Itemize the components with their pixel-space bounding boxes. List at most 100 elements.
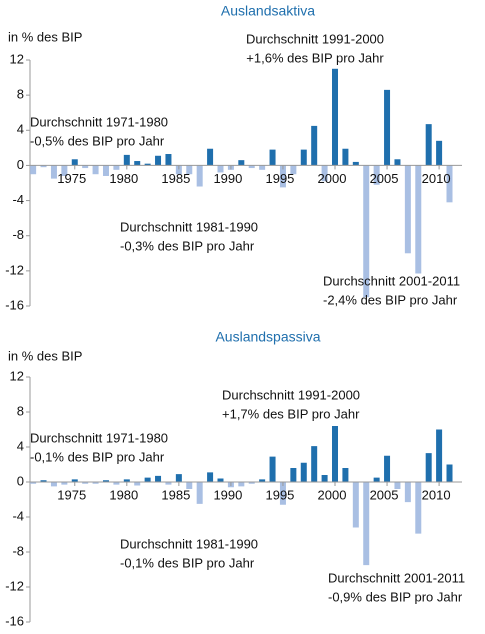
bar — [446, 165, 453, 203]
bar — [123, 479, 130, 482]
annotation: -0,3% des BIP pro Jahr — [120, 238, 255, 253]
bar — [207, 148, 214, 166]
x-tick-label: 1975 — [57, 487, 86, 502]
bar — [321, 165, 328, 182]
bar — [155, 475, 162, 482]
y-axis-label: in % des BIP — [8, 29, 82, 44]
annotation: Durchschnitt 1971-1980 — [30, 430, 168, 445]
annotation: +1,6% des BIP pro Jahr — [246, 50, 384, 65]
annotation: -2,4% des BIP pro Jahr — [323, 292, 458, 307]
bar — [186, 165, 193, 175]
bar — [175, 474, 182, 482]
bar — [186, 482, 193, 489]
x-tick-label: 1985 — [161, 171, 190, 186]
annotation: Durchschnitt 1981-1990 — [120, 219, 258, 234]
bar — [134, 482, 141, 486]
y-tick-label: 12 — [10, 368, 24, 383]
bar — [332, 68, 339, 166]
annotation: -0,1% des BIP pro Jahr — [120, 555, 255, 570]
bar — [82, 482, 89, 484]
bar — [165, 482, 172, 485]
bar — [102, 165, 109, 176]
chart-title: Auslandsaktiva — [221, 3, 315, 19]
bar — [238, 160, 245, 166]
x-tick-label: 2000 — [318, 171, 347, 186]
x-tick-label: 1990 — [213, 487, 242, 502]
annotation: Durchschnitt 1991-2000 — [222, 387, 360, 402]
bar — [92, 165, 99, 175]
y-tick-label: 0 — [17, 157, 24, 172]
y-tick-label: 8 — [17, 403, 24, 418]
bar — [40, 480, 47, 482]
bar — [259, 165, 266, 170]
annotation: Durchschnitt 2001-2011 — [323, 273, 460, 288]
bar — [436, 140, 443, 166]
bar — [373, 477, 380, 482]
bar — [196, 482, 203, 504]
bar — [50, 165, 57, 179]
bar — [394, 159, 401, 166]
bar — [300, 149, 307, 166]
y-tick-label: -4 — [12, 192, 24, 207]
bar — [290, 468, 297, 482]
bar — [384, 455, 391, 482]
bar — [165, 154, 172, 166]
bar — [175, 165, 182, 175]
y-tick-label: -16 — [5, 297, 24, 312]
bar — [300, 462, 307, 482]
bar — [290, 165, 297, 175]
bar — [155, 155, 162, 166]
bar — [269, 456, 276, 482]
bar — [446, 464, 453, 482]
bar — [311, 446, 318, 482]
y-tick-label: 0 — [17, 473, 24, 488]
x-tick-label: 1995 — [265, 487, 294, 502]
x-tick-label: 1980 — [109, 171, 138, 186]
bar — [92, 482, 99, 484]
x-tick-label: 1995 — [265, 171, 294, 186]
x-tick-label: 1980 — [109, 487, 138, 502]
bar — [61, 482, 68, 485]
bar — [342, 148, 349, 166]
bar — [30, 165, 37, 175]
bar — [217, 165, 224, 173]
bar — [404, 165, 411, 254]
x-tick-label: 2005 — [370, 171, 399, 186]
annotation: -0,1% des BIP pro Jahr — [30, 449, 165, 464]
bar — [71, 479, 78, 482]
annotation: -0,9% des BIP pro Jahr — [328, 589, 463, 604]
y-tick-label: -8 — [12, 543, 24, 558]
bar — [123, 154, 130, 166]
bar — [311, 125, 318, 166]
annotation: +1,7% des BIP pro Jahr — [222, 406, 360, 421]
chart-title: Auslandspassiva — [215, 329, 320, 345]
bar — [279, 482, 286, 505]
bar — [352, 161, 359, 166]
bar — [50, 482, 57, 487]
x-tick-label: 2000 — [318, 487, 347, 502]
y-tick-label: -16 — [5, 613, 24, 628]
bar — [134, 161, 141, 166]
bar — [238, 482, 245, 487]
bar — [144, 163, 151, 166]
y-tick-label: 4 — [17, 438, 24, 453]
bar — [425, 453, 432, 482]
bar — [415, 165, 422, 274]
bar — [321, 475, 328, 482]
bar — [144, 477, 151, 482]
bar — [102, 480, 109, 482]
bar — [415, 482, 422, 534]
bar — [342, 468, 349, 482]
bar — [332, 426, 339, 482]
x-tick-label: 2005 — [370, 487, 399, 502]
x-tick-label: 1990 — [213, 171, 242, 186]
y-tick-label: -8 — [12, 227, 24, 242]
y-tick-label: -4 — [12, 508, 24, 523]
y-tick-label: 8 — [17, 87, 24, 102]
bar — [363, 165, 370, 298]
bar — [425, 124, 432, 166]
bar — [363, 482, 370, 566]
bar — [113, 482, 120, 485]
bar — [61, 165, 68, 176]
